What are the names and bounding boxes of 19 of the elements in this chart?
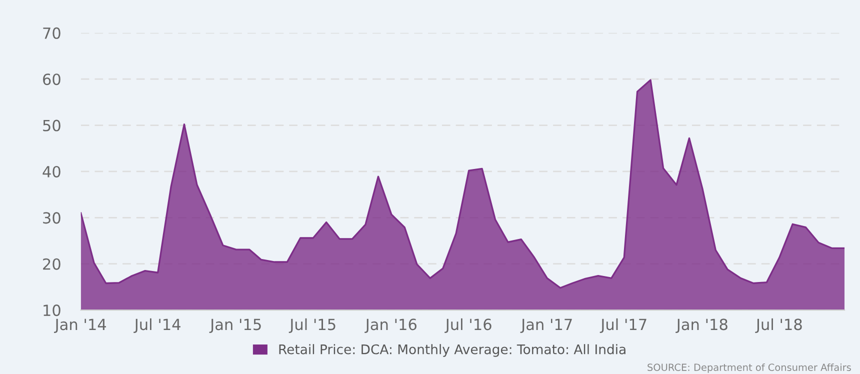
source-note: SOURCE: Department of Consumer Affairs <box>648 363 851 373</box>
legend-label: Retail Price: DCA: Monthly Average: Tomato: All India <box>279 344 626 357</box>
x-tick-label: Jan '17 <box>520 318 572 334</box>
y-tick-label: 70 <box>43 27 60 39</box>
x-tick-label: Jan '15 <box>209 318 261 334</box>
x-tick-label: Jan '18 <box>676 318 728 334</box>
y-tick-label: 10 <box>44 304 60 316</box>
x-tick-label: Jan '16 <box>364 318 416 334</box>
y-tick-label: 60 <box>43 74 60 86</box>
x-tick-label: Jan '14 <box>54 318 106 334</box>
x-tick-label: Jul '16 <box>444 318 492 334</box>
y-tick-label: 40 <box>42 166 60 178</box>
x-tick-label: Jul '15 <box>288 318 336 334</box>
y-tick-label: 30 <box>43 212 60 224</box>
y-tick-label: 50 <box>43 120 60 132</box>
y-tick-label: 20 <box>43 258 60 270</box>
x-tick-label: Jul '17 <box>600 318 646 334</box>
x-tick-label: Jul '14 <box>134 318 180 334</box>
x-tick-label: Jul '18 <box>755 318 802 334</box>
